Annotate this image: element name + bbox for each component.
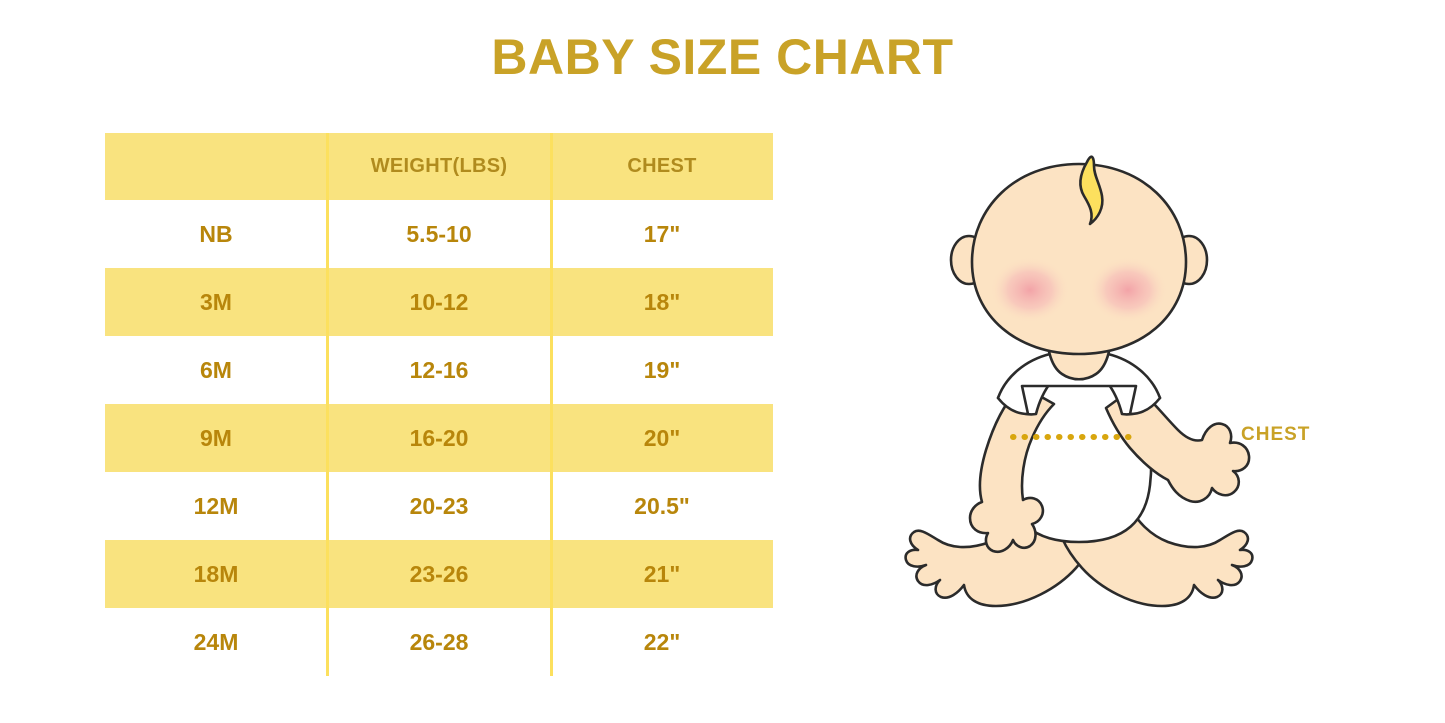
chest-measurement-label: CHEST xyxy=(1241,424,1311,445)
size-chart-table: WEIGHT(LBS) CHEST NB 5.5-10 17" 3M 10-12… xyxy=(105,133,773,676)
table-row: 18M 23-26 21" xyxy=(105,540,773,608)
table-row: 6M 12-16 19" xyxy=(105,336,773,404)
left-cheek xyxy=(990,257,1070,323)
column-divider xyxy=(326,133,329,676)
table-row: 24M 26-28 22" xyxy=(105,608,773,676)
cell-size: 9M xyxy=(200,424,232,451)
column-divider xyxy=(550,133,553,676)
hair-curl-icon xyxy=(1079,155,1104,226)
cell-chest: 21" xyxy=(643,560,681,587)
table-row: 9M 16-20 20" xyxy=(105,404,773,472)
left-arm xyxy=(968,384,1056,554)
cell-weight: 26-28 xyxy=(409,628,469,655)
table-header-row: WEIGHT(LBS) CHEST xyxy=(105,133,773,200)
cell-size: 24M xyxy=(193,628,239,655)
cell-chest: 17" xyxy=(643,220,681,247)
column-header-weight: WEIGHT(LBS) xyxy=(370,155,508,177)
cell-weight: 23-26 xyxy=(409,560,469,587)
baby-illustration xyxy=(880,150,1300,610)
right-arm xyxy=(1104,384,1251,504)
table-row: NB 5.5-10 17" xyxy=(105,200,773,268)
table-row: 12M 20-23 20.5" xyxy=(105,472,773,540)
cell-chest: 20.5" xyxy=(634,492,690,519)
cell-weight: 5.5-10 xyxy=(406,220,472,247)
cell-size: 3M xyxy=(200,288,232,315)
cell-size: 12M xyxy=(193,492,239,519)
cell-chest: 18" xyxy=(643,288,681,315)
column-header-chest: CHEST xyxy=(627,155,697,177)
page-title: BABY SIZE CHART xyxy=(491,29,954,85)
head xyxy=(970,162,1188,356)
table-row: 3M 10-12 18" xyxy=(105,268,773,336)
cell-chest: 20" xyxy=(643,424,681,451)
cell-weight: 20-23 xyxy=(409,492,469,519)
right-cheek xyxy=(1088,257,1168,323)
cell-size: 6M xyxy=(200,356,232,383)
cell-chest: 22" xyxy=(643,628,681,655)
cell-weight: 12-16 xyxy=(409,356,469,383)
cell-size: 18M xyxy=(193,560,239,587)
cell-chest: 19" xyxy=(643,356,681,383)
cell-weight: 16-20 xyxy=(409,424,469,451)
cell-size: NB xyxy=(199,220,233,247)
cell-weight: 10-12 xyxy=(409,288,469,315)
